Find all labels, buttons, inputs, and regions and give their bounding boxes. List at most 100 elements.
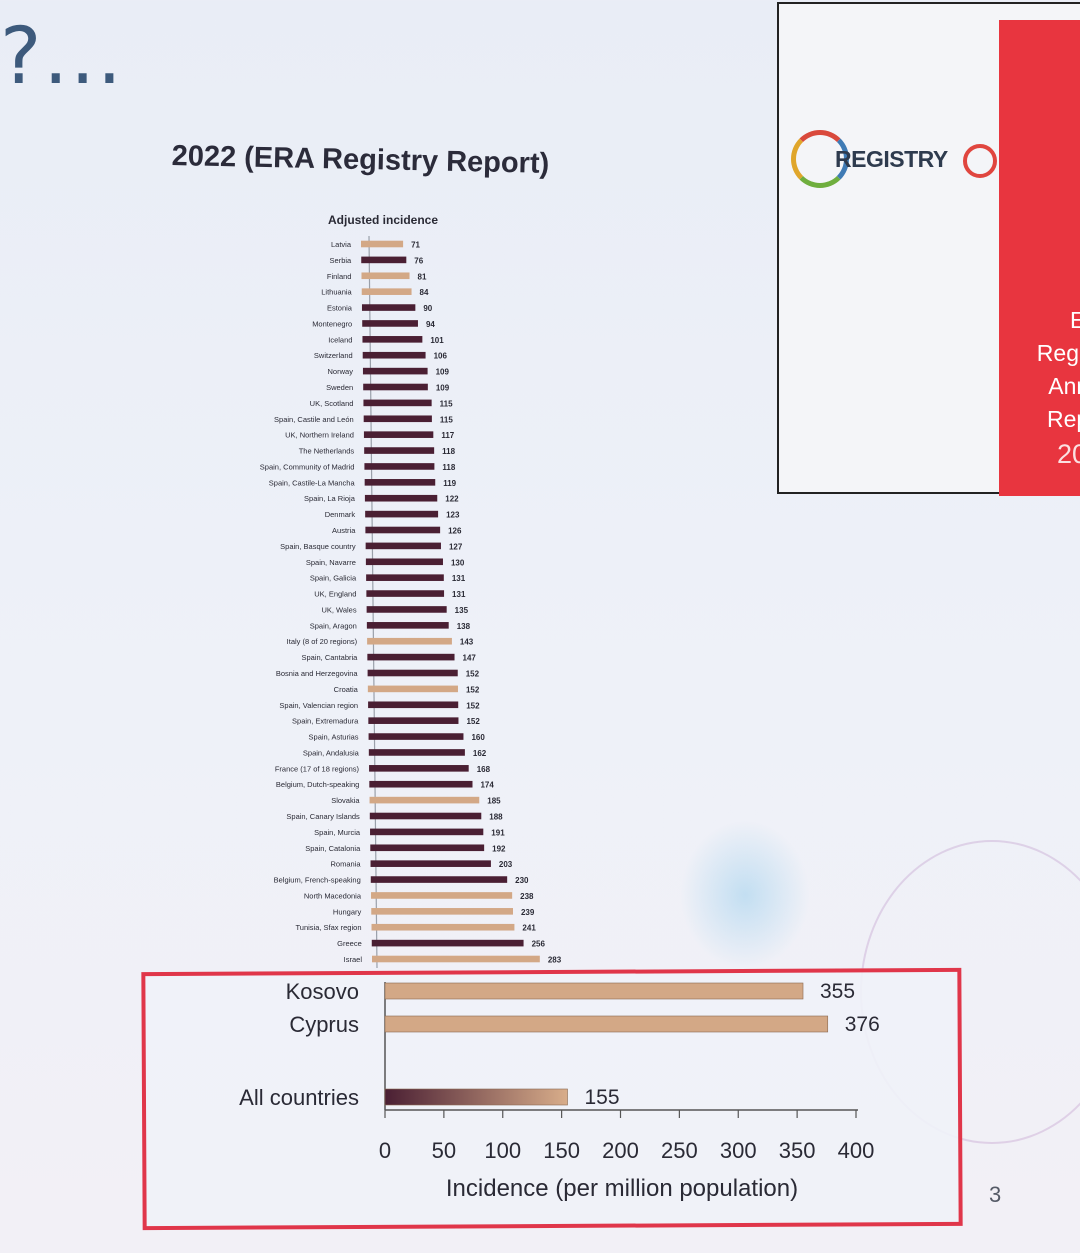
data-label: 101: [430, 336, 444, 345]
category-label: Bosnia and Herzegovina: [276, 669, 359, 678]
bar: [366, 622, 449, 629]
data-label: 130: [451, 558, 465, 567]
category-label: Serbia: [330, 256, 353, 265]
data-label: 118: [442, 463, 455, 472]
data-label: 241: [522, 924, 536, 933]
category-label: Spain, La Rioja: [304, 494, 356, 503]
bar: [368, 701, 459, 709]
data-label: 152: [466, 717, 480, 726]
data-label: 84: [420, 288, 429, 297]
x-tick-label: 300: [720, 1138, 757, 1163]
category-label: Hungary: [333, 907, 362, 916]
category-label: Spain, Galicia: [310, 574, 357, 583]
registry-logo-ring-icon: [791, 130, 849, 188]
page-number: 3: [989, 1182, 1002, 1207]
data-label: 355: [820, 980, 855, 1003]
bar: [369, 812, 482, 820]
data-label: 109: [436, 384, 450, 393]
category-label: Spain, Valencian region: [279, 701, 358, 710]
bar: [384, 1015, 829, 1033]
category-label: North Macedonia: [304, 891, 362, 900]
bar: [371, 923, 515, 931]
data-label: 203: [499, 860, 513, 869]
x-tick-label: 400: [838, 1138, 875, 1163]
category-label: UK, England: [314, 590, 356, 599]
category-label: Spain, Extremadura: [292, 717, 359, 726]
category-label: Israel: [344, 955, 363, 964]
category-label: Spain, Aragon: [310, 621, 357, 630]
category-label: Norway: [328, 367, 354, 376]
data-label: 127: [449, 542, 463, 551]
category-label: Finland: [327, 272, 352, 281]
bar: [370, 828, 484, 836]
bar: [372, 955, 540, 963]
bar: [363, 383, 428, 391]
bar: [368, 733, 464, 740]
data-label: 152: [466, 685, 480, 694]
category-label: Tunisia, Sfax region: [295, 923, 361, 932]
category-label: Iceland: [328, 335, 352, 344]
data-label: 160: [471, 733, 485, 742]
x-tick-label: 50: [432, 1138, 456, 1163]
bar: [371, 908, 513, 915]
category-label: Spain, Andalusia: [303, 748, 360, 757]
category-label: Kosovo: [286, 979, 359, 1004]
registry-line-3: Annu: [1048, 373, 1080, 399]
data-label: 90: [423, 304, 432, 313]
x-tick-label: 0: [379, 1138, 391, 1163]
registry-line-2: Regist: [1036, 340, 1080, 366]
category-label: Croatia: [334, 685, 359, 694]
category-label: Spain, Community of Madrid: [260, 462, 355, 471]
data-label: 117: [441, 431, 454, 440]
data-label: 115: [440, 415, 453, 424]
bar: [366, 590, 445, 597]
bar: [367, 637, 452, 645]
data-label: 376: [845, 1013, 880, 1036]
category-label: The Netherlands: [299, 447, 355, 456]
bar: [363, 399, 432, 407]
bar: [369, 796, 480, 804]
bar: [364, 447, 435, 454]
category-label: Italy (8 of 20 regions): [287, 637, 358, 646]
x-tick-label: 100: [484, 1138, 521, 1163]
background-smudge: [680, 820, 810, 970]
registry-line-1: ER: [1070, 307, 1080, 333]
data-label: 168: [477, 765, 491, 774]
data-label: 152: [466, 670, 480, 679]
data-label: 106: [434, 352, 448, 361]
category-label: Spain, Canary Islands: [286, 812, 360, 821]
bar: [367, 685, 458, 693]
bar: [371, 892, 513, 899]
bar: [371, 939, 524, 947]
data-label: 115: [440, 399, 453, 408]
x-tick-label: 250: [661, 1138, 698, 1163]
data-label: 155: [585, 1086, 620, 1109]
registry-logo-text: REGISTRY: [835, 146, 948, 172]
bar: [362, 336, 423, 343]
data-label: 131: [452, 590, 466, 599]
data-label: 109: [436, 368, 450, 377]
category-label: UK, Northern Ireland: [285, 431, 354, 440]
category-label: Spain, Castile-La Mancha: [269, 478, 356, 487]
bar: [369, 765, 469, 772]
bar: [361, 304, 416, 311]
bar: [370, 860, 491, 867]
bar: [368, 749, 465, 756]
category-label: Belgium, French-speaking: [274, 876, 361, 885]
data-label: 76: [414, 256, 423, 265]
bar: [364, 463, 435, 470]
chart-subtitle: Adjusted incidence: [328, 213, 438, 227]
data-label: 138: [457, 622, 471, 631]
data-label: 131: [452, 574, 466, 583]
data-label: 143: [460, 638, 474, 647]
data-label: 135: [455, 606, 469, 615]
category-label: Montenegro: [312, 319, 352, 328]
registry-card-text: ER Regist Annu Repo 202: [990, 304, 1080, 471]
bar: [366, 606, 447, 613]
category-label: Romania: [331, 860, 362, 869]
data-label: 152: [466, 701, 480, 710]
category-label: UK, Wales: [321, 605, 356, 614]
category-label: Switzerland: [314, 351, 353, 360]
bar: [367, 669, 458, 677]
category-label: Austria: [332, 526, 356, 535]
